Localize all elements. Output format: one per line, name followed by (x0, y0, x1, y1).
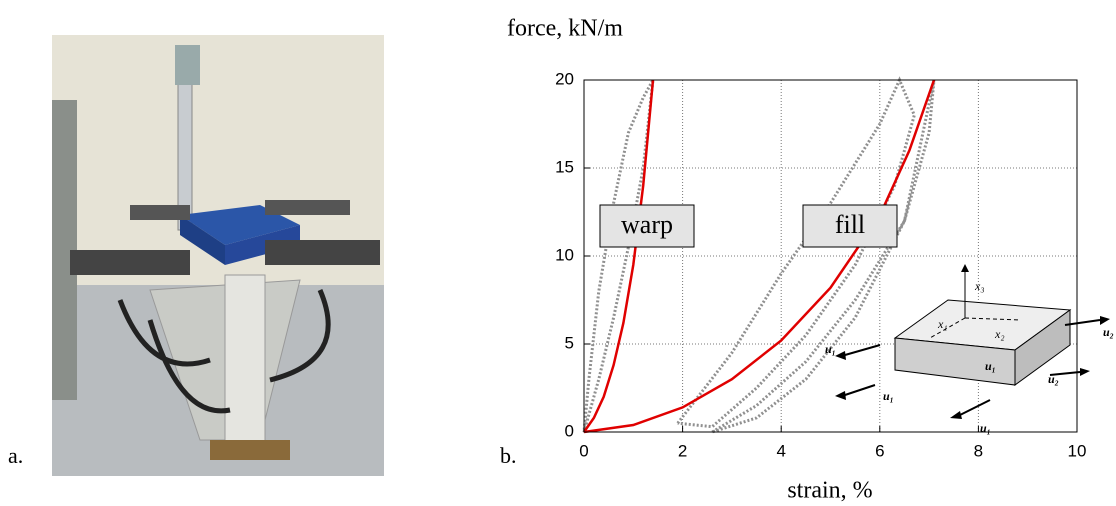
plot-frame (583, 79, 1078, 433)
inset-label: u₁ (825, 342, 836, 356)
x-tick-label: 8 (974, 441, 983, 460)
x-tick-label: 4 (776, 441, 785, 460)
inset-label: u₁ (985, 359, 996, 373)
series-label-box (802, 204, 898, 248)
y-axis-label: force, kN/m (507, 16, 623, 42)
inset-label: u₂ (1048, 372, 1059, 386)
x-tick-label: 10 (1068, 441, 1087, 460)
x-tick-label: 0 (579, 441, 588, 460)
y-tick-label: 0 (565, 421, 574, 440)
x-tick-label: 2 (678, 441, 687, 460)
inset-label: x₃ (974, 279, 985, 293)
photo (52, 35, 384, 476)
inset-diagram: x₃ x₁ x₂ u₁ u₂ u₁ u₂ u₁ u₁ (825, 264, 1114, 435)
data-line (711, 79, 936, 434)
y-tick-label: 15 (555, 157, 574, 176)
x-tick-label: 6 (875, 441, 884, 460)
data-line (582, 79, 655, 433)
series-label-box (599, 204, 695, 248)
series-label: warp (621, 210, 673, 239)
panel-label: a. (8, 443, 23, 468)
data-line (583, 79, 936, 434)
inset-label: x₁ (937, 317, 948, 331)
y-tick-label: 10 (555, 245, 574, 264)
inset-label: u₁ (980, 421, 991, 435)
inset-label: u₂ (1103, 325, 1114, 339)
inset-label: u₁ (883, 389, 894, 403)
data-line (582, 79, 655, 433)
plot: 0 5 10 15 20 0 2 4 6 8 10 warp fill (555, 69, 1086, 460)
x-axis-label: strain, % (787, 478, 872, 504)
series-label: fill (835, 210, 865, 239)
inset-label: x₂ (994, 327, 1005, 341)
y-tick-label: 5 (565, 333, 574, 352)
panel-label: b. (500, 443, 517, 468)
y-tick-label: 20 (555, 69, 574, 88)
